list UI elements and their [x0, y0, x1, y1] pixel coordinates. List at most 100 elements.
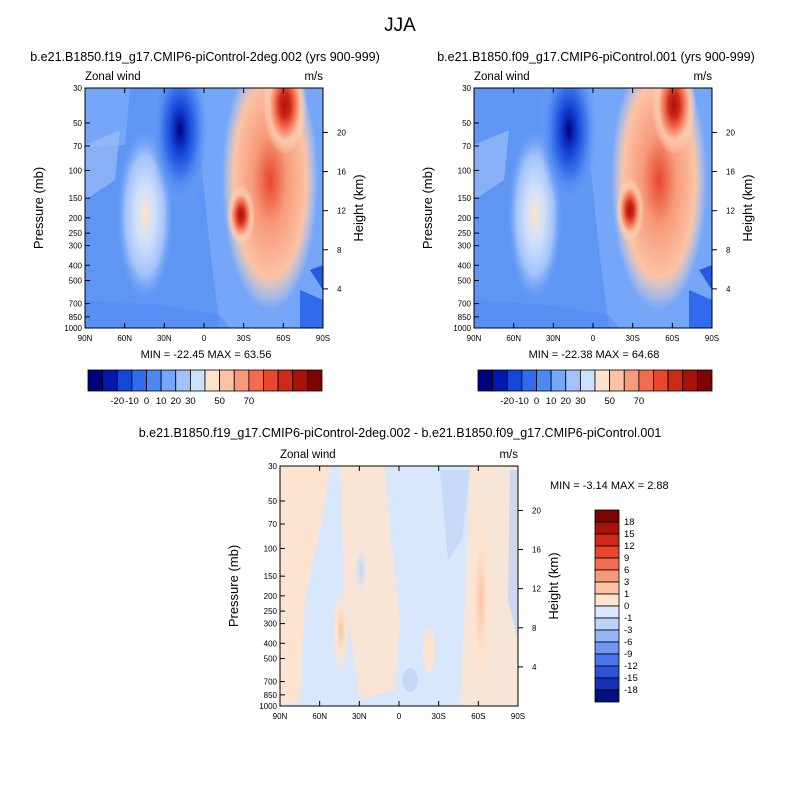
colorbar-label: -12	[624, 661, 638, 672]
panel-left-field-label: Zonal wind	[85, 71, 141, 83]
colorbar-box	[594, 689, 620, 703]
colorbar-label: 6	[624, 565, 629, 576]
x-tick-label: 30N	[546, 334, 561, 343]
x-tick-label: 30N	[157, 334, 172, 343]
colorbar-box	[263, 369, 279, 392]
y-tick-label: 50	[462, 119, 471, 128]
colorbar-box	[594, 653, 620, 667]
y-tick-label: 300	[69, 242, 83, 251]
x-tick-label: 90N	[273, 712, 288, 721]
y-right-tick-label: 12	[726, 207, 735, 216]
colorbar-label: 0	[624, 601, 629, 612]
y-tick-label: 300	[264, 620, 278, 629]
x-tick-label: 30S	[237, 334, 251, 343]
y-tick-label: 500	[458, 277, 472, 286]
colorbar-label: 18	[624, 517, 635, 528]
y-right-tick-label: 4	[532, 663, 537, 672]
x-tick-label: 60S	[665, 334, 679, 343]
x-tick-label: 0	[202, 334, 207, 343]
colorbar-box	[594, 569, 620, 583]
colorbar-box	[219, 369, 235, 392]
colorbar-box	[653, 369, 669, 392]
y-tick-label: 100	[458, 166, 472, 175]
colorbar-box	[550, 369, 567, 392]
x-tick-label: 90S	[511, 712, 525, 721]
y-right-tick-label: 16	[532, 546, 541, 555]
panel-diff: b.e21.B1850.f19_g17.CMIP6-piControl-2deg…	[139, 426, 669, 721]
y-right-tick-label: 12	[532, 585, 541, 594]
colorbar-label: 1	[624, 589, 629, 600]
panel-left-units: m/s	[304, 71, 323, 83]
y-right-tick-label: 4	[337, 285, 342, 294]
panel-right-title: b.e21.B1850.f09_g17.CMIP6-piControl.001 …	[437, 50, 755, 64]
y-tick-label: 150	[264, 572, 278, 581]
colorbar-box	[609, 369, 625, 392]
colorbar-label: -15	[624, 673, 638, 684]
x-tick-label: 0	[397, 712, 402, 721]
colorbar-label: 9	[624, 553, 629, 564]
colorbar-box	[667, 369, 684, 392]
panel-diff-units: m/s	[499, 449, 518, 461]
y-tick-label: 850	[69, 313, 83, 322]
colorbar-box	[579, 369, 596, 392]
colorbar-box	[160, 369, 177, 392]
panel-right-minmax: MIN = -22.38 MAX = 64.68	[529, 349, 660, 361]
y-tick-label: 1000	[453, 324, 471, 333]
colorbar-box	[146, 369, 162, 392]
panel-diff-ylabel: Pressure (mb)	[226, 545, 241, 627]
colorbar-label: 12	[624, 541, 635, 552]
colorbar-label: 20	[170, 396, 181, 407]
y-tick-label: 850	[264, 691, 278, 700]
y-tick-label: 30	[73, 84, 82, 93]
x-tick-label: 60S	[471, 712, 485, 721]
x-tick-label: 60N	[312, 712, 327, 721]
colorbar-box	[594, 521, 620, 535]
colorbar-box	[594, 581, 620, 595]
colorbar-box	[565, 369, 581, 392]
y-tick-label: 1000	[259, 702, 277, 711]
y-tick-label: 50	[73, 119, 82, 128]
colorbar-label: -1	[624, 613, 632, 624]
y-tick-label: 200	[69, 214, 83, 223]
x-tick-label: 30N	[352, 712, 367, 721]
colorbar-box	[594, 557, 620, 571]
x-tick-label: 30S	[432, 712, 446, 721]
colorbar-box	[536, 369, 552, 392]
colorbar-label: -3	[624, 625, 632, 636]
colorbar-label: 0	[534, 396, 539, 407]
panel-left: b.e21.B1850.f19_g17.CMIP6-piControl-2deg…	[30, 50, 380, 407]
panel-right-colorbar: -20 -10 0 10 20 30 50 70	[477, 369, 713, 407]
panel-left-field	[85, 88, 323, 328]
y-tick-label: 100	[69, 166, 83, 175]
y-tick-label: 30	[268, 462, 277, 471]
colorbar-label: 30	[185, 396, 196, 407]
y-tick-label: 70	[73, 142, 82, 151]
y-tick-label: 500	[264, 655, 278, 664]
colorbar-label: 70	[244, 396, 255, 407]
x-tick-label: 90S	[316, 334, 330, 343]
panel-diff-field	[280, 466, 518, 706]
panel-right: b.e21.B1850.f09_g17.CMIP6-piControl.001 …	[420, 50, 755, 407]
colorbar-label: 50	[604, 396, 615, 407]
colorbar-label: -20	[110, 396, 124, 407]
colorbar-box	[696, 369, 713, 392]
colorbar-label: -18	[624, 685, 638, 696]
colorbar-box	[594, 533, 620, 547]
y-right-tick-label: 16	[726, 168, 735, 177]
x-tick-label: 90N	[78, 334, 93, 343]
colorbar-box	[594, 665, 620, 679]
y-right-tick-label: 12	[337, 207, 346, 216]
x-tick-label: 90S	[705, 334, 719, 343]
colorbar-label: 10	[546, 396, 557, 407]
colorbar-box	[594, 629, 620, 643]
colorbar-box	[204, 369, 221, 392]
colorbar-box	[277, 369, 294, 392]
y-right-tick-label: 20	[532, 506, 541, 515]
y-tick-label: 700	[458, 300, 472, 309]
y-right-tick-label: 8	[337, 246, 342, 255]
colorbar-box	[594, 677, 620, 691]
colorbar-box	[594, 605, 620, 619]
colorbar-box	[492, 369, 508, 392]
colorbar-label: 15	[624, 529, 635, 540]
y-tick-label: 1000	[64, 324, 82, 333]
